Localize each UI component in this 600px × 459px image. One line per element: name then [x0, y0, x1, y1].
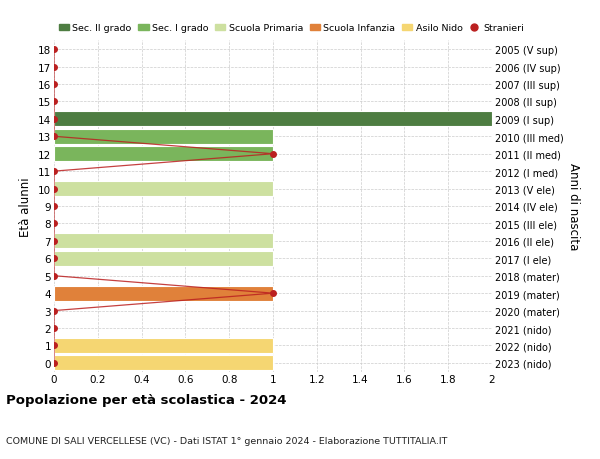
Text: COMUNE DI SALI VERCELLESE (VC) - Dati ISTAT 1° gennaio 2024 - Elaborazione TUTTI: COMUNE DI SALI VERCELLESE (VC) - Dati IS…	[6, 436, 448, 445]
Bar	[54, 286, 273, 301]
Bar	[54, 356, 273, 370]
Bar	[54, 338, 273, 353]
Bar	[54, 129, 273, 145]
Bar	[54, 252, 273, 266]
Bar	[54, 182, 273, 196]
Y-axis label: Età alunni: Età alunni	[19, 177, 32, 236]
Y-axis label: Anni di nascita: Anni di nascita	[567, 163, 580, 250]
Text: Popolazione per età scolastica - 2024: Popolazione per età scolastica - 2024	[6, 393, 287, 406]
Bar	[54, 234, 273, 249]
Legend: Sec. II grado, Sec. I grado, Scuola Primaria, Scuola Infanzia, Asilo Nido, Stran: Sec. II grado, Sec. I grado, Scuola Prim…	[59, 24, 524, 34]
Bar	[54, 147, 273, 162]
Bar	[54, 112, 492, 127]
